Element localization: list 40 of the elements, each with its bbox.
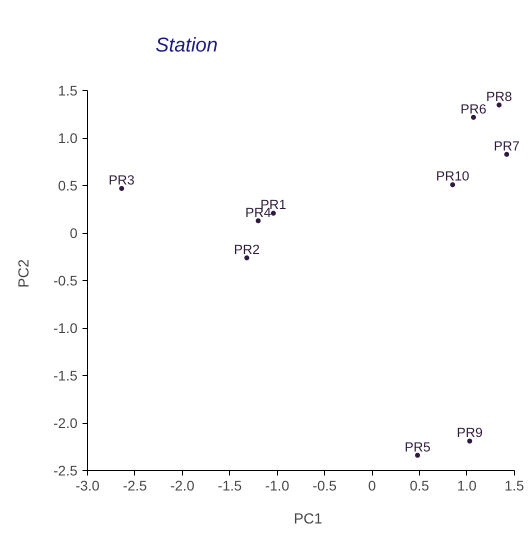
y-tick-label: -0.5 [53,272,78,289]
x-tick-label: -2.0 [170,478,195,494]
point [415,452,420,458]
x-tick-label: 0.5 [410,478,430,494]
point [496,102,502,108]
x-tick-label: 1.0 [457,478,477,494]
y-axis-title: PC2 [16,259,32,288]
point [450,182,456,188]
series-label: PR8 [486,88,512,104]
series-label: PR3 [108,172,135,188]
point [467,438,472,444]
x-tick-label: -0.5 [312,478,337,494]
x-axis-title: PC1 [294,512,322,528]
x-tick-label: -2.5 [122,478,148,494]
x-tick-label: -1.0 [265,478,290,494]
y-tick-label: 1.5 [58,82,78,99]
x-tick-label: -3.0 [75,478,100,494]
chart-title: Station [156,34,218,56]
point [256,218,261,224]
y-tick-label: -2.5 [53,462,78,478]
y-tick-label: -2.0 [53,415,78,432]
y-tick-label: 1.0 [58,130,78,146]
point [244,255,250,260]
point [504,152,510,157]
y-tick-label: -1.5 [53,368,78,384]
y-tick-label: -1.0 [53,320,78,336]
series-label: PR10 [436,168,470,184]
x-tick-label: -1.5 [218,478,242,494]
y-tick-label: 0 [70,225,78,242]
x-tick-label: 1.5 [504,478,524,494]
series-label: PR7 [494,138,520,154]
series-label: PR5 [404,439,431,454]
series-label: PR2 [234,242,260,257]
point [470,114,476,120]
point [119,186,124,192]
series-label: PR6 [460,101,486,116]
point [270,210,276,216]
series-label: PR9 [456,425,483,440]
x-tick-label: 0 [368,478,376,494]
y-tick-label: 0.5 [58,178,78,194]
